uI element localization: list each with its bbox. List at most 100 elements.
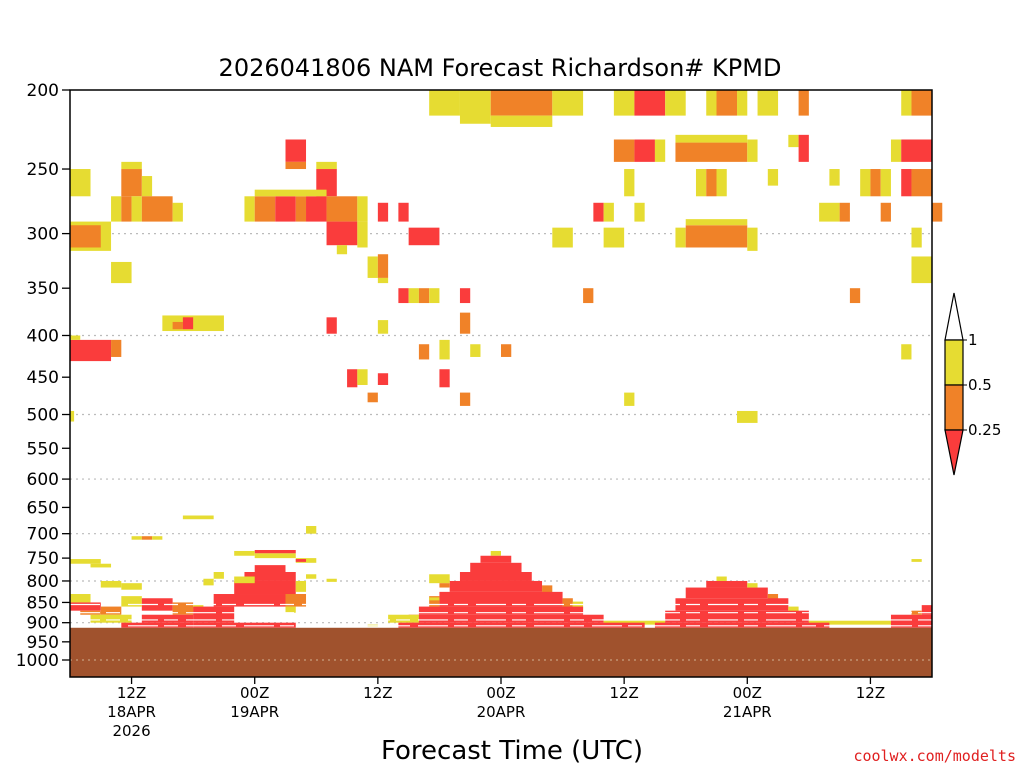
ri-cell-31 <box>767 169 779 186</box>
ri-cell-95 <box>377 320 389 334</box>
ri-cell-128 <box>480 555 512 563</box>
ri-cell-176 <box>285 594 307 607</box>
ri-cell-177 <box>285 606 296 613</box>
ri-cell-124 <box>70 559 101 564</box>
ri-cell-131 <box>449 580 543 592</box>
ri-cell-104 <box>901 344 912 360</box>
ri-cell-6 <box>634 90 666 116</box>
ri-cell-45 <box>121 196 132 222</box>
ri-cell-140 <box>408 614 604 623</box>
ri-cell-70 <box>336 245 348 255</box>
ri-cell-40 <box>121 161 142 170</box>
richardson-cells <box>70 90 943 628</box>
ri-cell-165 <box>141 614 194 623</box>
ri-cell-75 <box>685 225 748 248</box>
credit-link[interactable]: coolwx.com/modelts <box>853 747 1016 765</box>
ri-cell-155 <box>921 604 932 615</box>
ri-cell-86 <box>418 288 430 304</box>
ri-cell-111 <box>624 392 635 406</box>
ri-cell-150 <box>788 606 799 613</box>
legend-band-1 <box>944 384 964 431</box>
y-tick-label-750: 750 <box>27 549 59 569</box>
ri-cell-136 <box>429 596 440 607</box>
ri-cell-14 <box>911 90 932 116</box>
ri-cell-80 <box>377 254 389 278</box>
ri-cell-65 <box>932 202 943 222</box>
below-ground-area <box>70 627 932 677</box>
ri-cell-68 <box>326 221 358 246</box>
ri-cell-92 <box>172 321 183 330</box>
ri-cell-33 <box>860 169 871 197</box>
legend: 1 0.5 0.25 <box>944 292 1001 476</box>
ri-cell-55 <box>254 189 327 197</box>
ri-cell-181 <box>326 578 337 582</box>
x-tick-label-5-1: 21APR <box>723 703 772 721</box>
ri-cell-107 <box>377 373 389 385</box>
ri-cell-29 <box>706 169 717 197</box>
y-tick-label-600: 600 <box>27 470 59 490</box>
ri-cell-83 <box>911 256 932 284</box>
ri-cell-179 <box>295 580 307 592</box>
y-axis: 200 250 300 350 400 450 500 550 600 650 700 750 8008… <box>16 81 70 671</box>
ri-cell-144 <box>716 576 727 581</box>
ri-cell-13 <box>901 90 912 116</box>
ri-cell-185 <box>429 597 440 601</box>
ri-cell-105 <box>347 369 358 388</box>
ri-cell-160 <box>100 606 122 615</box>
ri-cell-152 <box>808 620 891 625</box>
ri-cell-139 <box>418 606 584 615</box>
ri-cell-168 <box>121 583 142 590</box>
ri-cell-76 <box>685 219 748 226</box>
x-tick-label-3-0: 00Z <box>486 684 515 702</box>
ri-cell-93 <box>182 317 194 330</box>
legend-label-1: 0.5 <box>968 376 992 394</box>
ri-cell-132 <box>429 574 450 584</box>
ri-cell-8 <box>706 90 717 116</box>
y-tick-label-650: 650 <box>27 498 59 518</box>
ri-cell-73 <box>603 227 625 248</box>
ri-cell-109 <box>367 392 378 403</box>
ri-cell-5 <box>613 90 635 116</box>
ri-cell-20 <box>747 139 758 162</box>
ri-cell-112 <box>737 410 758 423</box>
ri-cell-2 <box>490 90 553 116</box>
ri-cell-38 <box>70 169 91 197</box>
ri-cell-37 <box>911 169 932 197</box>
ri-cell-39 <box>121 169 142 197</box>
ri-cell-118 <box>152 536 163 540</box>
ri-cell-158 <box>70 602 101 611</box>
ri-cell-78 <box>911 227 922 248</box>
ri-cell-10 <box>737 90 748 116</box>
ri-cell-56 <box>357 196 368 222</box>
y-tick-label-900: 900 <box>27 614 59 634</box>
ri-cell-90 <box>849 288 861 304</box>
ri-cell-79 <box>367 256 378 278</box>
y-tick-label-950: 950 <box>27 633 59 653</box>
ri-cell-3 <box>490 115 553 127</box>
ri-cell-100 <box>418 344 430 360</box>
ri-cell-97 <box>70 339 112 362</box>
ri-cell-43 <box>316 161 337 170</box>
ri-cell-24 <box>901 139 932 162</box>
ri-cell-134 <box>542 585 553 595</box>
ri-cell-52 <box>295 196 307 222</box>
ri-cell-36 <box>901 169 912 197</box>
y-tick-label-300: 300 <box>27 225 59 245</box>
ri-cell-15 <box>613 139 635 162</box>
ri-cell-103 <box>501 344 512 357</box>
ri-cell-167 <box>100 580 122 588</box>
chart-title: 2026041806 NAM Forecast Richardson# KPMD <box>219 54 782 82</box>
ri-cell-59 <box>593 202 604 222</box>
ri-cell-113 <box>70 410 75 422</box>
y-tick-label-350: 350 <box>27 279 59 299</box>
ri-cell-164 <box>172 602 194 615</box>
ri-cell-88 <box>459 288 471 304</box>
legend-band-0 <box>944 339 964 386</box>
ri-cell-67 <box>70 225 101 248</box>
x-tick-label-0-1: 18APR <box>107 703 156 721</box>
ri-cell-110 <box>459 392 471 406</box>
x-tick-label-0-2: 2026 <box>112 722 150 740</box>
ri-cell-25 <box>285 139 307 162</box>
ri-cell-82 <box>111 261 132 284</box>
ri-cell-49 <box>244 196 255 222</box>
